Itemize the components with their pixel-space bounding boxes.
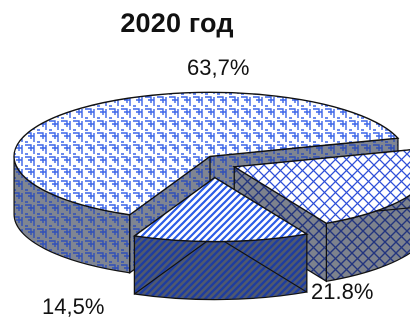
slice-label: 21.8% [311, 279, 374, 304]
slice-label: 63,7% [187, 55, 250, 80]
pie-slice [132, 176, 309, 243]
chart-title: 2020 год [120, 8, 234, 38]
slice-label: 14,5% [42, 294, 105, 319]
pie-slice [232, 149, 410, 225]
pie-slice [13, 91, 400, 216]
